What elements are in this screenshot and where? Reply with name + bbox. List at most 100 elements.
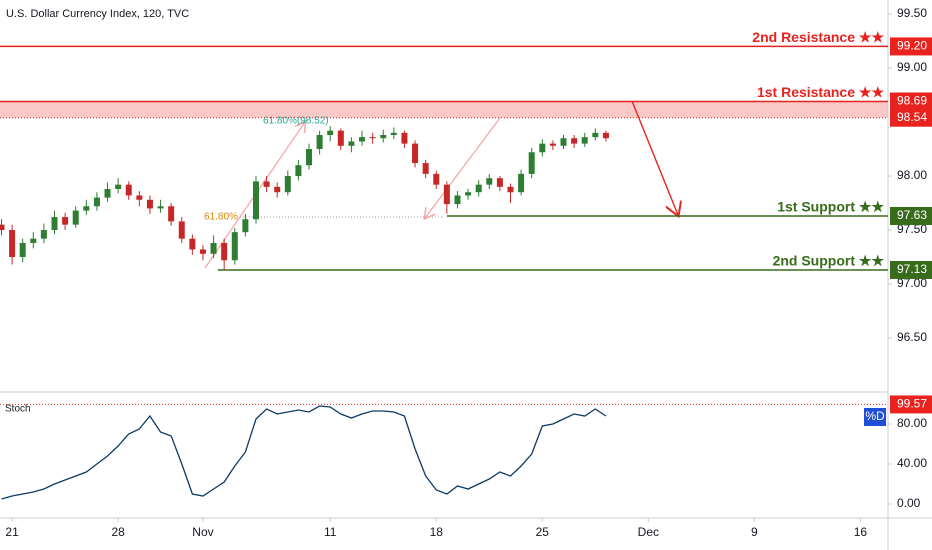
- price-tag: [890, 395, 932, 414]
- indicator-title: Stoch: [5, 404, 31, 415]
- fib-arrow: [425, 117, 501, 218]
- candle-body: [263, 181, 270, 187]
- candle-body: [518, 173, 525, 193]
- candle-body: [507, 186, 514, 193]
- candle-body: [125, 184, 132, 196]
- x-tick-label: Dec: [638, 525, 659, 539]
- candle-body: [19, 242, 26, 258]
- candle-body: [422, 163, 429, 174]
- candle-body: [602, 132, 609, 139]
- level-label: 1st Support ★★: [777, 199, 884, 215]
- candle-body: [433, 173, 440, 185]
- candle-body: [30, 238, 37, 243]
- legend-label: %D: [865, 409, 885, 423]
- candle-body: [316, 134, 323, 150]
- x-tick-label: Nov: [192, 525, 213, 539]
- price-tag: [890, 108, 932, 127]
- y-tick-label: 80.00: [897, 416, 927, 430]
- candle-body: [486, 178, 493, 185]
- candle-body: [189, 238, 196, 250]
- fib-label: 61.80%(98.52): [263, 116, 329, 127]
- candle-body: [136, 195, 143, 200]
- candle-body: [571, 138, 578, 144]
- candle-body: [221, 242, 228, 261]
- candle-body: [549, 143, 556, 146]
- x-tick-label: 21: [5, 525, 19, 539]
- x-tick-label: 28: [111, 525, 125, 539]
- candle-body: [40, 230, 47, 239]
- candle-body: [592, 132, 599, 138]
- candle-body: [401, 132, 408, 144]
- chart-title: U.S. Dollar Currency Index, 120, TVC: [6, 8, 189, 20]
- candle-body: [104, 188, 111, 198]
- candle-body: [146, 199, 153, 209]
- candle-body: [62, 217, 69, 225]
- price-tag-label: 98.54: [897, 110, 927, 124]
- forecast-arrow: [631, 100, 678, 215]
- x-tick-label: 9: [751, 525, 758, 539]
- x-tick-label: 18: [430, 525, 444, 539]
- candle-body: [380, 134, 387, 139]
- y-tick-label: 0.00: [897, 496, 921, 510]
- candle-body: [231, 232, 238, 261]
- candle-body: [359, 137, 366, 142]
- candle-body: [528, 152, 535, 174]
- price-tag-label: 99.57: [897, 397, 927, 411]
- candle-body: [157, 206, 164, 209]
- price-tag: [890, 206, 932, 225]
- y-tick-label: 97.50: [897, 222, 927, 236]
- price-tag: [890, 260, 932, 279]
- candle-body: [252, 181, 259, 220]
- price-tag: [890, 37, 932, 56]
- candle-body: [369, 137, 376, 139]
- candle-body: [412, 143, 419, 164]
- candle-body: [454, 195, 461, 205]
- candle-body: [199, 249, 206, 254]
- candle-body: [168, 206, 175, 222]
- candle-body: [274, 186, 281, 193]
- candle-body: [93, 197, 100, 207]
- candle-body: [465, 192, 472, 196]
- price-tag-label: 99.20: [897, 39, 927, 53]
- candle-body: [83, 206, 90, 211]
- candle-body: [284, 176, 291, 193]
- y-tick-label: 96.50: [897, 330, 927, 344]
- price-tag: [890, 92, 932, 111]
- x-tick-label: 16: [854, 525, 868, 539]
- candle-body: [390, 132, 397, 135]
- price-tag-label: 97.63: [897, 208, 927, 222]
- zone: [0, 101, 888, 118]
- y-tick-label: 40.00: [897, 456, 927, 470]
- candle-body: [210, 242, 217, 254]
- candle-body: [295, 165, 302, 177]
- x-tick-label: 11: [324, 525, 337, 539]
- level-label: 2nd Support ★★: [773, 253, 885, 269]
- stoch-line: [1, 405, 607, 500]
- price-tag-label: 97.13: [897, 262, 927, 276]
- candle-body: [443, 184, 450, 205]
- candle-body: [581, 137, 588, 144]
- candle-body: [337, 130, 344, 146]
- candle-body: [539, 143, 546, 153]
- candle-body: [475, 184, 482, 193]
- candle-body: [496, 178, 503, 187]
- candle-body: [348, 141, 355, 146]
- candle-body: [178, 221, 185, 239]
- candle-body: [242, 219, 249, 233]
- candle-body: [306, 149, 313, 166]
- y-tick-label: 97.00: [897, 276, 927, 290]
- candle-body: [0, 224, 5, 231]
- fib-label: 61.80%: [204, 212, 238, 223]
- candle-body: [72, 210, 79, 225]
- legend-tag: [864, 408, 886, 426]
- y-tick-label: 99.50: [897, 6, 927, 20]
- candle-body: [51, 217, 58, 231]
- y-tick-label: 99.00: [897, 60, 927, 74]
- y-tick-label: 98.00: [897, 168, 927, 182]
- candle-body: [560, 138, 567, 146]
- level-label: 1st Resistance ★★: [757, 84, 884, 100]
- x-tick-label: 25: [536, 525, 550, 539]
- candle-body: [327, 130, 334, 135]
- level-label: 2nd Resistance ★★: [752, 29, 884, 45]
